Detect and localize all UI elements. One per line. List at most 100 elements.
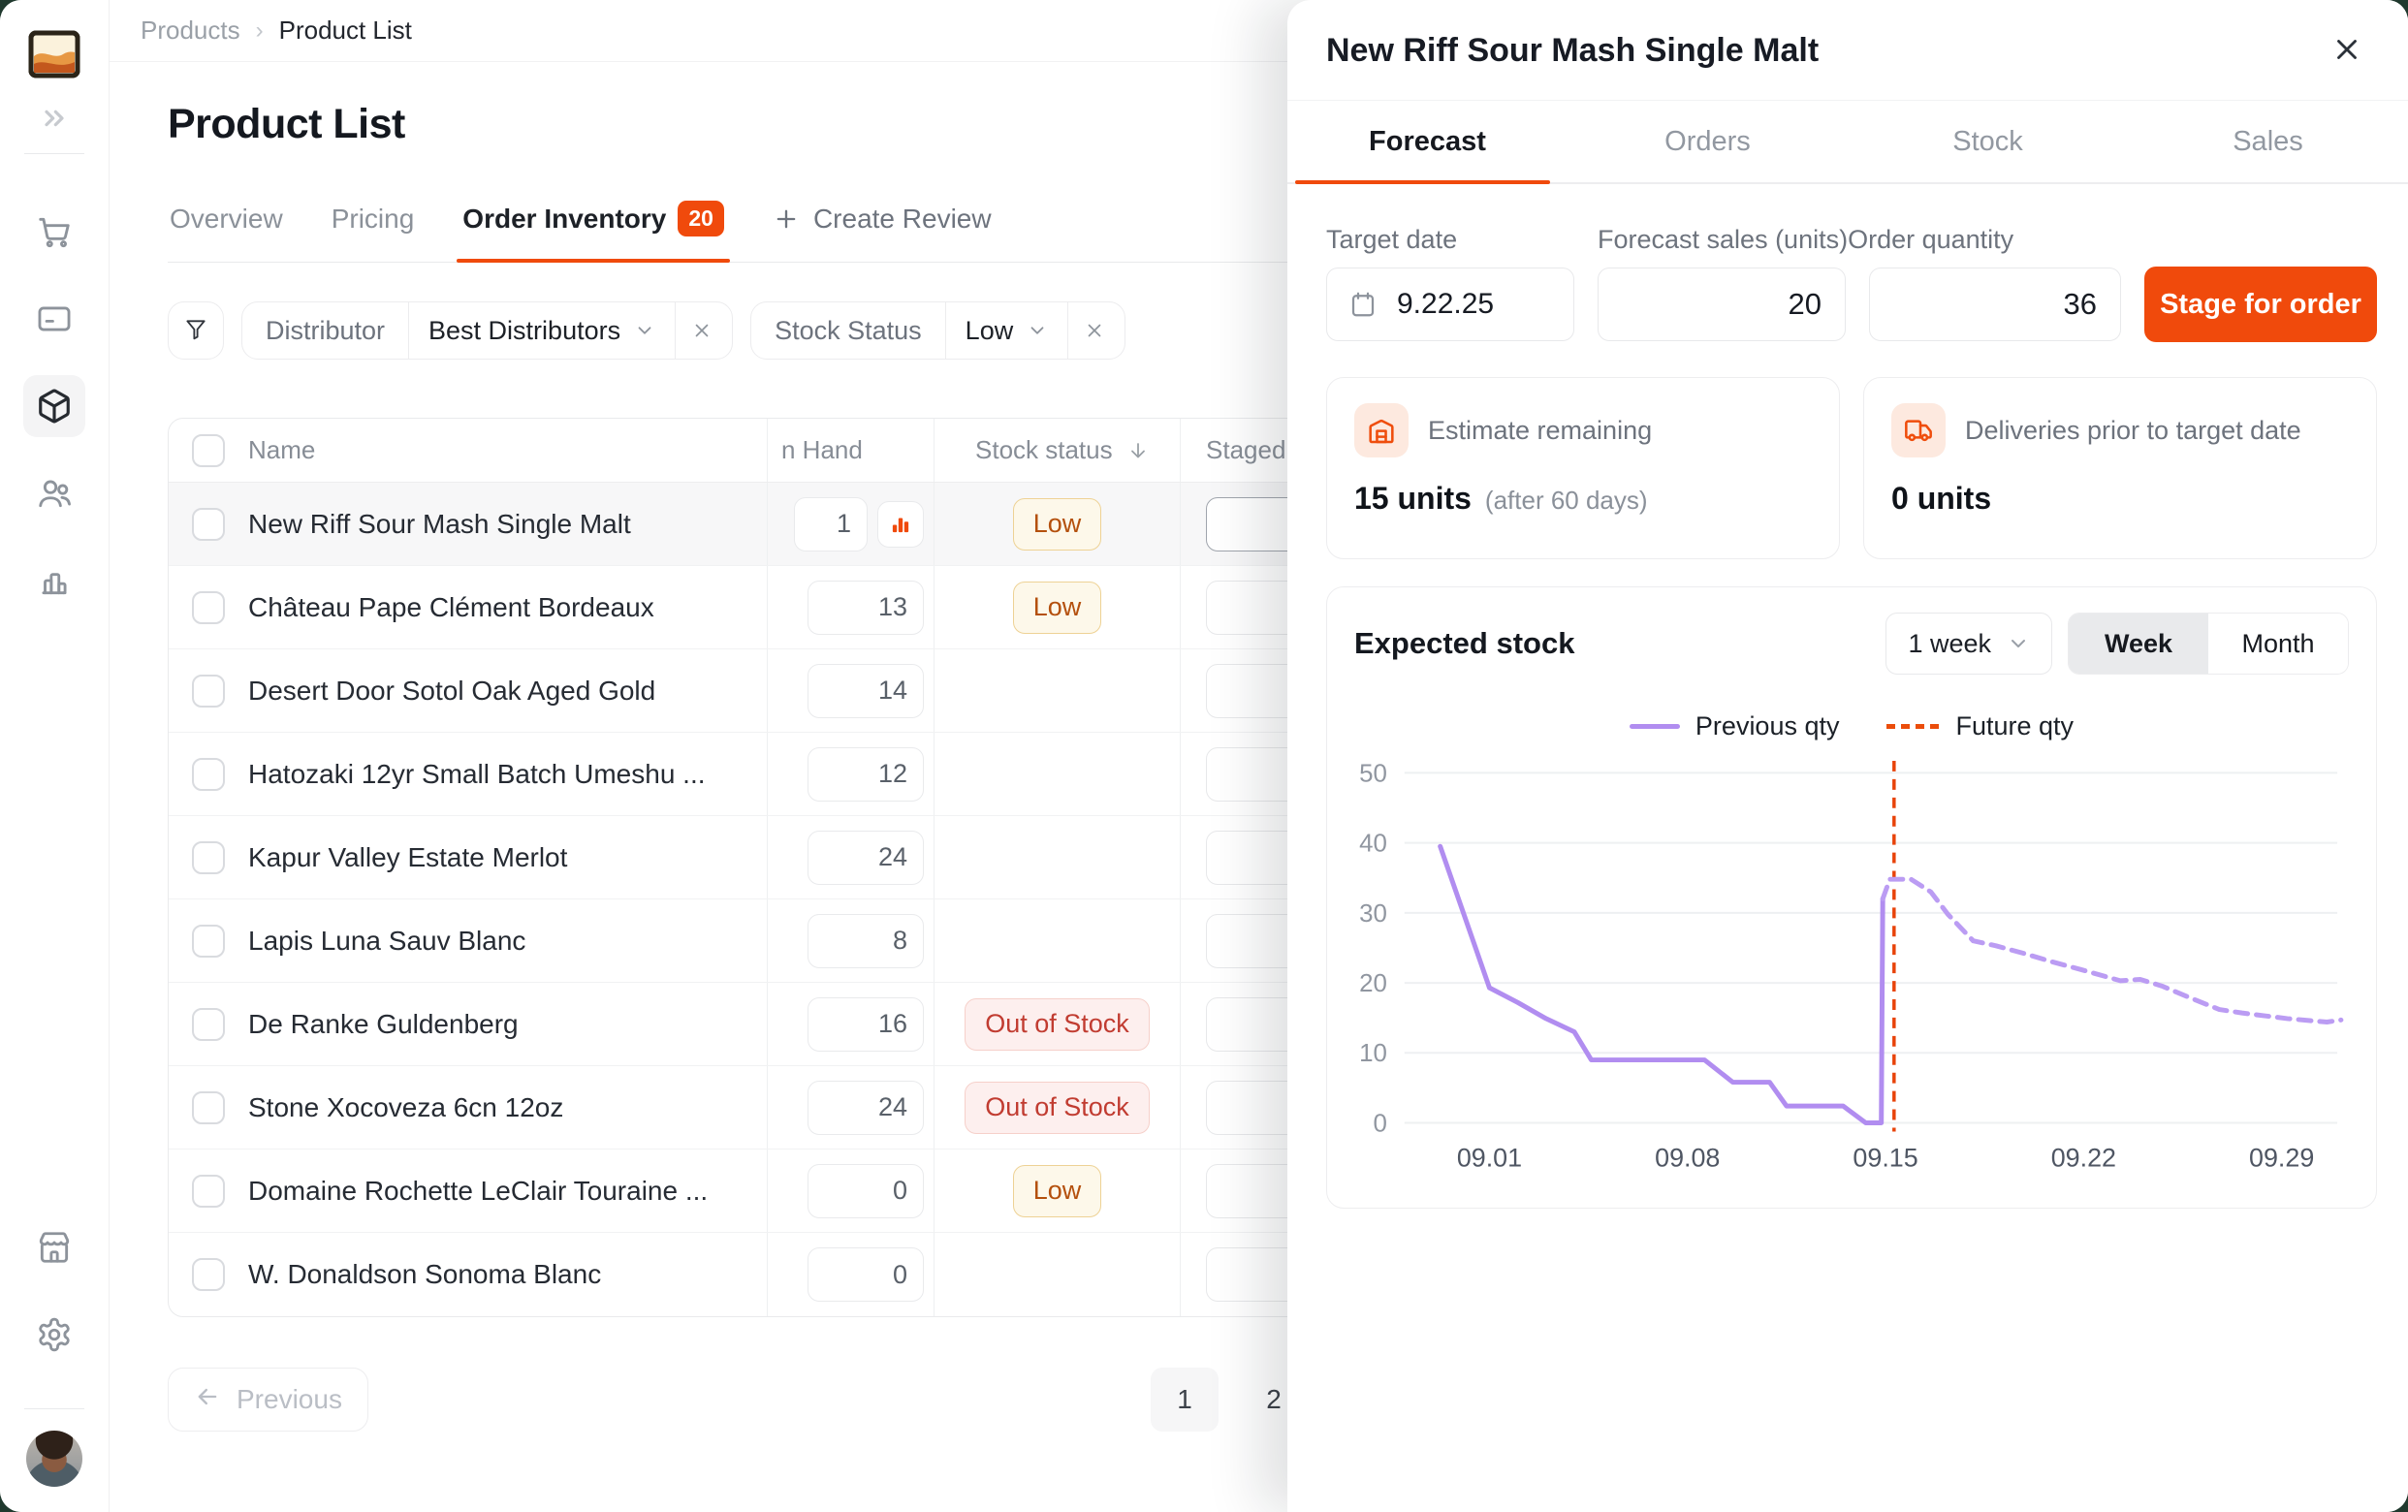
product-name: Hatozaki 12yr Small Batch Umeshu ... <box>248 758 706 789</box>
plus-icon <box>773 205 800 233</box>
status-badge-low: Low <box>1012 581 1102 634</box>
storefront-icon <box>36 1229 73 1266</box>
filter-chip-stock-status: Stock Status Low <box>750 301 1126 360</box>
status-badge-out-of-stock: Out of Stock <box>965 1081 1150 1134</box>
stat-card-title: Estimate remaining <box>1428 415 1653 445</box>
product-name: De Ranke Guldenberg <box>248 1008 519 1039</box>
x-icon <box>1084 320 1105 341</box>
toggle-week[interactable]: Week <box>2069 614 2208 674</box>
sidebar <box>0 0 110 1512</box>
previous-page-button[interactable]: Previous <box>168 1368 368 1432</box>
forecast-form: Target date Forecast sales (units) Order… <box>1287 225 2408 342</box>
order-quantity-field[interactable]: 36 <box>1869 268 2121 341</box>
sidebar-item-cart[interactable] <box>23 201 85 263</box>
sidebar-item-bar-chart[interactable] <box>23 550 85 612</box>
svg-text:09.22: 09.22 <box>2051 1143 2116 1172</box>
svg-text:09.29: 09.29 <box>2249 1143 2314 1172</box>
user-avatar[interactable] <box>26 1431 82 1487</box>
remove-filter-button[interactable] <box>1068 302 1125 359</box>
row-checkbox[interactable] <box>192 1174 225 1208</box>
tab-pricing[interactable]: Pricing <box>330 204 417 260</box>
row-checkbox[interactable] <box>192 757 225 791</box>
svg-text:0: 0 <box>1373 1110 1386 1137</box>
remove-filter-button[interactable] <box>676 302 732 359</box>
sidebar-nav <box>23 201 85 637</box>
row-checkbox[interactable] <box>192 674 225 708</box>
sidebar-item-credit-card[interactable] <box>23 288 85 350</box>
target-date-value: 9.22.25 <box>1397 288 1495 320</box>
drawer-tab-orders[interactable]: Orders <box>1568 101 1848 182</box>
table-row[interactable]: Château Pape Clément Bordeaux 13 Low <box>169 566 1524 649</box>
legend-item: Previous qty <box>1629 711 1840 741</box>
order-quantity-label: Order quantity <box>1848 225 2014 254</box>
filter-chip-distributor: Distributor Best Distributors <box>241 301 734 360</box>
status-badge-out-of-stock: Out of Stock <box>965 997 1150 1051</box>
table-row[interactable]: Hatozaki 12yr Small Batch Umeshu ... 12 <box>169 733 1524 816</box>
table-row[interactable]: Stone Xocoveza 6cn 12oz 24 Out of Stock <box>169 1066 1524 1150</box>
on-hand-value: 16 <box>808 996 924 1052</box>
svg-text:10: 10 <box>1359 1040 1387 1067</box>
row-checkbox[interactable] <box>192 507 225 541</box>
row-checkbox[interactable] <box>192 924 225 958</box>
app-logo <box>27 27 81 81</box>
page-button-2[interactable]: 2 <box>1240 1368 1308 1432</box>
on-hand-value: 0 <box>808 1163 924 1218</box>
sidebar-item-storefront[interactable] <box>23 1216 85 1278</box>
breadcrumb-products[interactable]: Products <box>141 16 240 45</box>
drawer-tab-sales[interactable]: Sales <box>2128 101 2408 182</box>
sidebar-item-settings[interactable] <box>23 1304 85 1366</box>
sidebar-item-users[interactable] <box>23 462 85 524</box>
filter-label: Distributor <box>266 315 386 345</box>
page-button-1[interactable]: 1 <box>1151 1368 1219 1432</box>
forecast-sales-field[interactable]: 20 <box>1598 268 1846 341</box>
tab-overview[interactable]: Overview <box>168 204 285 260</box>
product-name: Domaine Rochette LeClair Touraine ... <box>248 1175 709 1206</box>
stage-for-order-button[interactable]: Stage for order <box>2144 267 2377 342</box>
legend-swatch-dashed <box>1885 724 1941 729</box>
row-checkbox[interactable] <box>192 840 225 874</box>
on-hand-value: 13 <box>808 580 924 635</box>
expected-stock-chart: 0 10 20 30 40 50 09.01 09.08 09.15 09.22 09.29 <box>1359 760 2344 1172</box>
status-badge-low: Low <box>1012 1164 1102 1217</box>
row-checkbox[interactable] <box>192 1007 225 1041</box>
filter-value-dropdown[interactable]: Best Distributors <box>409 302 675 359</box>
target-date-field[interactable]: 9.22.25 <box>1326 268 1574 341</box>
drawer-tab-stock[interactable]: Stock <box>1848 101 2128 182</box>
warehouse-icon <box>1366 415 1397 446</box>
row-chart-button[interactable] <box>877 500 924 548</box>
select-all-checkbox[interactable] <box>192 433 225 467</box>
create-review-button[interactable]: Create Review <box>771 204 994 260</box>
chart-legend: Previous qty Future qty <box>1354 711 2349 741</box>
filter-value-dropdown[interactable]: Low <box>946 302 1068 359</box>
legend-swatch-solid <box>1629 724 1680 729</box>
sidebar-item-package[interactable] <box>23 375 85 437</box>
column-header-on-hand[interactable]: n Hand <box>767 419 934 482</box>
table-row[interactable]: W. Donaldson Sonoma Blanc 0 <box>169 1233 1524 1316</box>
row-checkbox[interactable] <box>192 1258 225 1291</box>
filter-funnel-button[interactable] <box>168 301 224 360</box>
breadcrumb: Products › Product List <box>110 0 2408 62</box>
svg-text:09.15: 09.15 <box>1853 1143 1917 1172</box>
row-checkbox[interactable] <box>192 590 225 624</box>
column-header-staged[interactable]: Staged <box>1180 419 1524 482</box>
row-checkbox[interactable] <box>192 1090 225 1124</box>
range-select[interactable]: 1 week <box>1885 613 2052 675</box>
expand-sidebar-button[interactable] <box>39 103 70 136</box>
chart-area: 0 10 20 30 40 50 09.01 09.08 09.15 09.22 09.29 <box>1354 751 2349 1190</box>
tab-order-inventory[interactable]: Order Inventory 20 <box>457 201 730 263</box>
stat-card: Deliveries prior to target date 0 units <box>1863 377 2377 559</box>
chevron-down-icon <box>634 320 655 341</box>
close-drawer-button[interactable] <box>2327 29 2367 73</box>
table-row[interactable]: Domaine Rochette LeClair Touraine ... 0 … <box>169 1150 1524 1233</box>
column-header-name[interactable]: Name <box>248 435 316 464</box>
drawer-tab-forecast[interactable]: Forecast <box>1287 101 1568 184</box>
toggle-month[interactable]: Month <box>2208 614 2348 674</box>
arrow-down-icon <box>1126 439 1150 462</box>
drawer-header: New Riff Sour Mash Single Malt <box>1287 0 2408 101</box>
drawer-title: New Riff Sour Mash Single Malt <box>1326 32 1820 69</box>
chevron-down-icon <box>1027 320 1048 341</box>
column-header-stock-status[interactable]: Stock status <box>934 419 1180 482</box>
arrow-left-icon <box>194 1383 221 1417</box>
